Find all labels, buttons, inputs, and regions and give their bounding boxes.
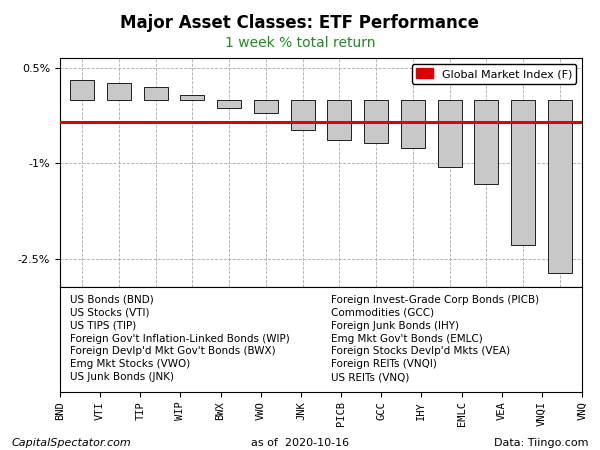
Bar: [217, 100, 241, 108]
Legend: Global Market Index (F): Global Market Index (F): [412, 64, 577, 84]
Text: US Bonds (BND): US Bonds (BND): [70, 295, 154, 305]
Text: Foreign Junk Bonds (IHY): Foreign Junk Bonds (IHY): [331, 320, 460, 331]
Bar: [475, 100, 499, 184]
Text: US Stocks (VTI): US Stocks (VTI): [70, 308, 150, 318]
Bar: [328, 100, 352, 140]
Text: Foreign REITs (VNQI): Foreign REITs (VNQI): [331, 360, 437, 369]
Bar: [107, 83, 131, 100]
Text: Foreign Invest-Grade Corp Bonds (PICB): Foreign Invest-Grade Corp Bonds (PICB): [331, 295, 539, 305]
Text: Commodities (GCC): Commodities (GCC): [331, 308, 434, 318]
Text: Major Asset Classes: ETF Performance: Major Asset Classes: ETF Performance: [121, 14, 479, 32]
Text: 1 week % total return: 1 week % total return: [225, 36, 375, 50]
Text: Foreign Stocks Devlp'd Mkts (VEA): Foreign Stocks Devlp'd Mkts (VEA): [331, 346, 511, 356]
Text: US REITs (VNQ): US REITs (VNQ): [331, 372, 410, 382]
Bar: [438, 100, 461, 166]
Bar: [70, 80, 94, 100]
Bar: [254, 100, 278, 112]
Text: US TIPS (TIP): US TIPS (TIP): [70, 320, 137, 331]
Text: Foreign Devlp'd Mkt Gov't Bonds (BWX): Foreign Devlp'd Mkt Gov't Bonds (BWX): [70, 346, 276, 356]
Bar: [548, 100, 572, 273]
Bar: [364, 100, 388, 143]
Bar: [401, 100, 425, 148]
Text: Data: Tiingo.com: Data: Tiingo.com: [493, 438, 588, 448]
Bar: [143, 87, 167, 100]
Text: as of  2020-10-16: as of 2020-10-16: [251, 438, 349, 448]
Text: Emg Mkt Gov't Bonds (EMLC): Emg Mkt Gov't Bonds (EMLC): [331, 333, 483, 343]
Text: Foreign Gov't Inflation-Linked Bonds (WIP): Foreign Gov't Inflation-Linked Bonds (WI…: [70, 333, 290, 343]
Text: CapitalSpectator.com: CapitalSpectator.com: [12, 438, 132, 448]
Text: US Junk Bonds (JNK): US Junk Bonds (JNK): [70, 372, 175, 382]
Text: Emg Mkt Stocks (VWO): Emg Mkt Stocks (VWO): [70, 360, 191, 369]
Bar: [290, 100, 314, 130]
Bar: [511, 100, 535, 245]
Bar: [181, 95, 204, 100]
